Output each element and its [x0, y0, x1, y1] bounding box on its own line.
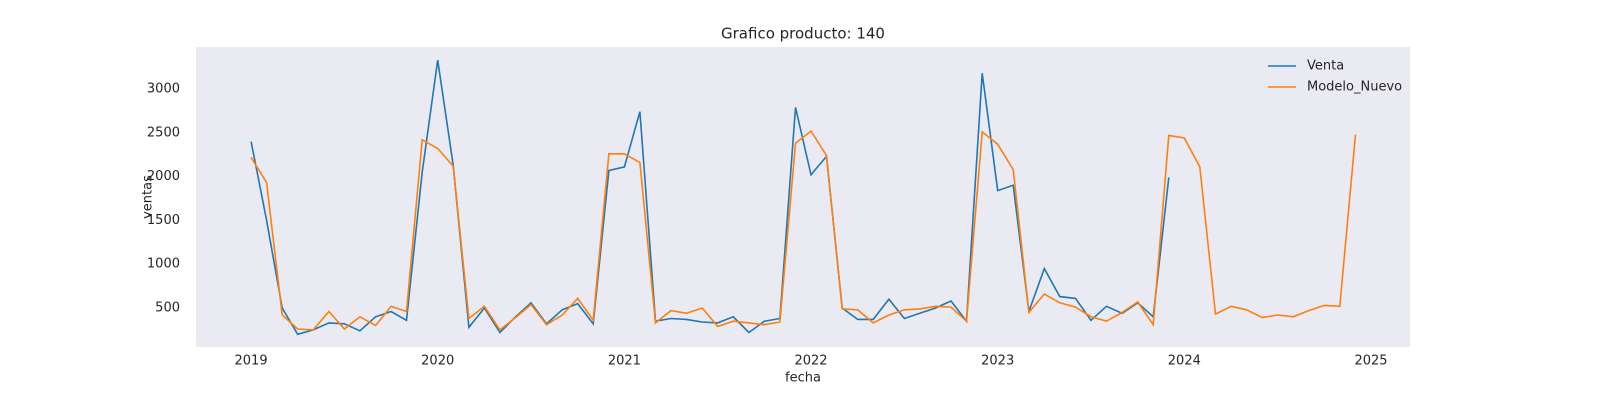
y-tick-label: 1500: [147, 213, 180, 228]
x-tick-label: 2022: [794, 354, 827, 369]
y-tick-label: 1000: [147, 257, 180, 272]
x-tick-label: 2025: [1354, 354, 1387, 369]
plot-area: [196, 47, 1410, 347]
y-tick-label: 2000: [147, 169, 180, 184]
y-tick-label: 3000: [147, 81, 180, 96]
x-tick-label: 2024: [1168, 354, 1201, 369]
y-tick-label: 2500: [147, 125, 180, 140]
legend-label: Modelo_Nuevo: [1307, 80, 1402, 95]
series-line: [250, 129, 1357, 332]
chart-title: Grafico producto: 140: [721, 25, 885, 43]
y-tick-label: 500: [155, 301, 180, 316]
x-axis-label: fecha: [785, 371, 821, 386]
y-axis-label: ventas: [141, 175, 156, 219]
series-line: [250, 59, 1170, 336]
x-tick-label: 2021: [608, 354, 641, 369]
legend-label: Venta: [1307, 59, 1344, 74]
x-tick-label: 2020: [421, 354, 454, 369]
x-tick-label: 2023: [981, 354, 1014, 369]
x-tick-label: 2019: [235, 354, 268, 369]
